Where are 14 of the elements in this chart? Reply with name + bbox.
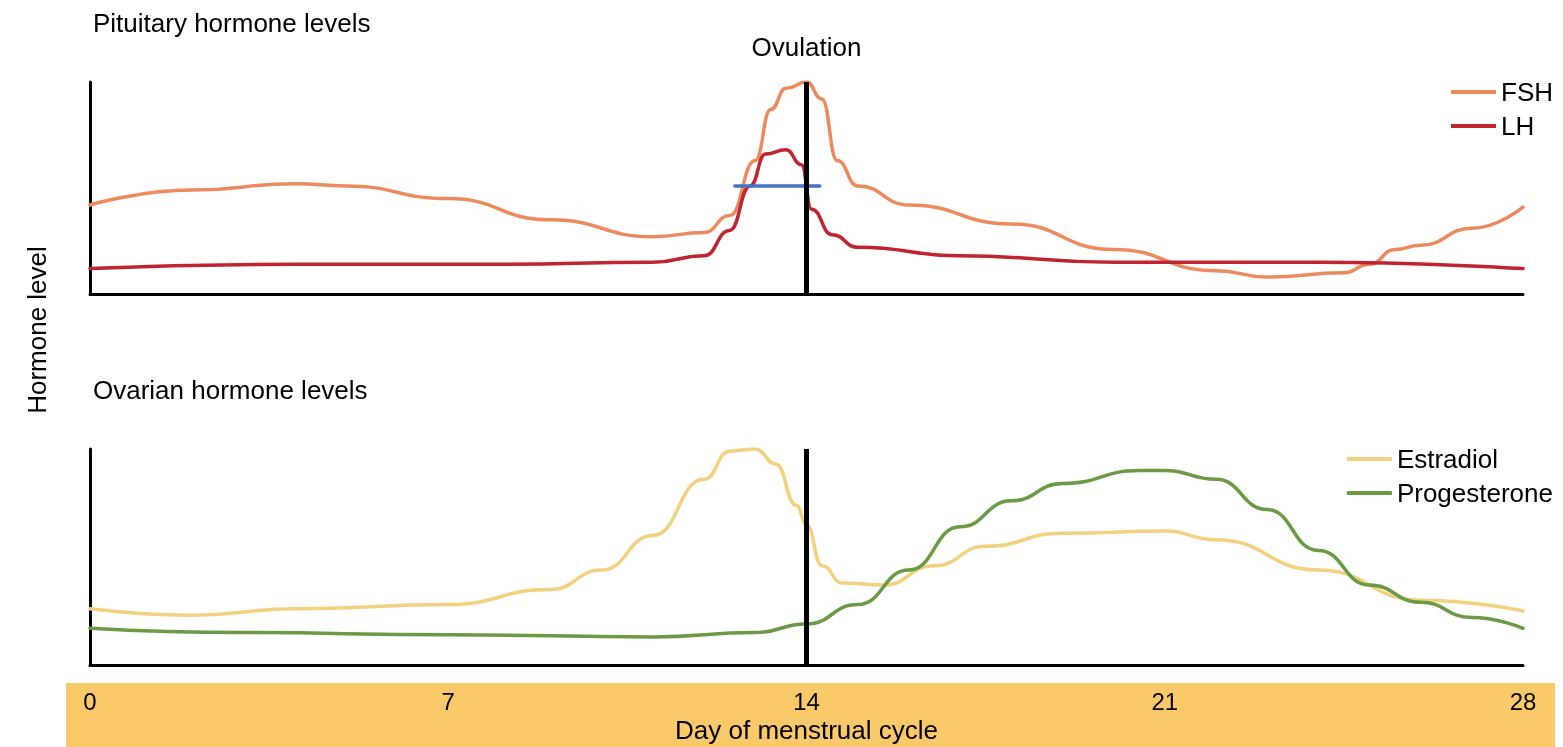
chart-title: Ovarian hormone levels: [93, 375, 368, 405]
legend-label: Estradiol: [1396, 444, 1499, 474]
x-tick-label: 21: [1151, 687, 1179, 715]
x-tick-label: 7: [441, 687, 455, 715]
legend-label: Progesterone: [1396, 478, 1554, 508]
x-tick-label: 0: [83, 687, 97, 715]
legend-label: LH: [1501, 111, 1535, 141]
x-tick-label: 14: [793, 687, 820, 715]
ref-line-label: Ovulation: [751, 32, 862, 62]
y-axis-title: Hormone level: [21, 246, 53, 414]
legend-label: FSH: [1501, 77, 1553, 107]
chart-title: Pituitary hormone levels: [93, 8, 371, 38]
x-tick-label: 28: [1509, 687, 1537, 715]
x-axis-title: Day of menstrual cycle: [675, 715, 938, 745]
